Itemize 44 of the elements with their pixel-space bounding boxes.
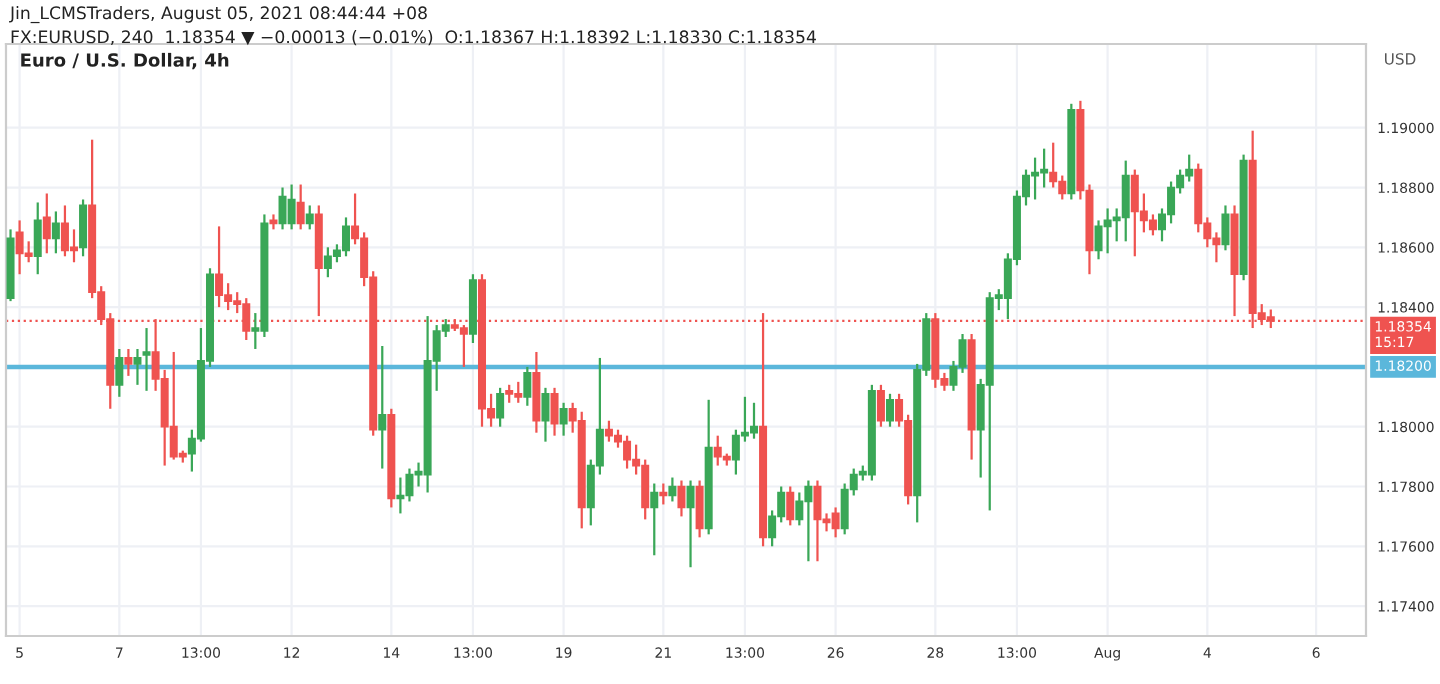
candlestick [541,386,550,443]
candlestick [749,401,759,440]
candlestick [133,347,142,386]
candlestick [269,213,278,231]
candlestick [695,479,704,539]
candlestick [1049,141,1058,189]
candlestick [24,240,33,264]
candlestick [305,204,314,231]
candlestick [885,392,895,428]
candlestick [831,506,840,539]
chart-title: Euro / U.S. Dollar, 4h [21,52,229,70]
candlestick [677,479,686,518]
candlestick [786,485,795,527]
candlestick [33,201,42,276]
chart-subtitle: FX:EURUSD, 240 1.18354 ▼ −0.00013 (−0.01%) O:1.18367 H:1.18392 L:1.18330 C:1.18354 [11,30,816,46]
candlestick [1148,213,1157,237]
candlestick [1121,159,1130,243]
candlestick [215,225,224,309]
candlestick [795,491,804,527]
candlestick [378,344,387,470]
candlestick [459,323,468,369]
candlestick [1221,204,1230,252]
candlestick [496,386,505,428]
candlestick [296,183,305,231]
candlestick [124,347,133,377]
candlestick [532,350,541,434]
candlestick [42,192,51,255]
candlestick [559,401,568,437]
candlestick [550,386,559,437]
candlestick [79,198,88,258]
candlestick [668,476,677,503]
candlestick [341,216,351,258]
candlestick [650,482,659,557]
candlestick [396,476,405,515]
candlestick [69,228,79,264]
candlestick [115,347,124,398]
candlestick [523,365,532,407]
candlestick [142,326,151,392]
candlestick [686,479,695,569]
candlestick [876,383,885,428]
text: Jin_LCMSTraders, August 05, 2021 08:44:44 +08 [9,6,427,24]
candlestick [51,210,60,255]
candlestick [659,482,668,506]
candlestick [287,183,296,231]
